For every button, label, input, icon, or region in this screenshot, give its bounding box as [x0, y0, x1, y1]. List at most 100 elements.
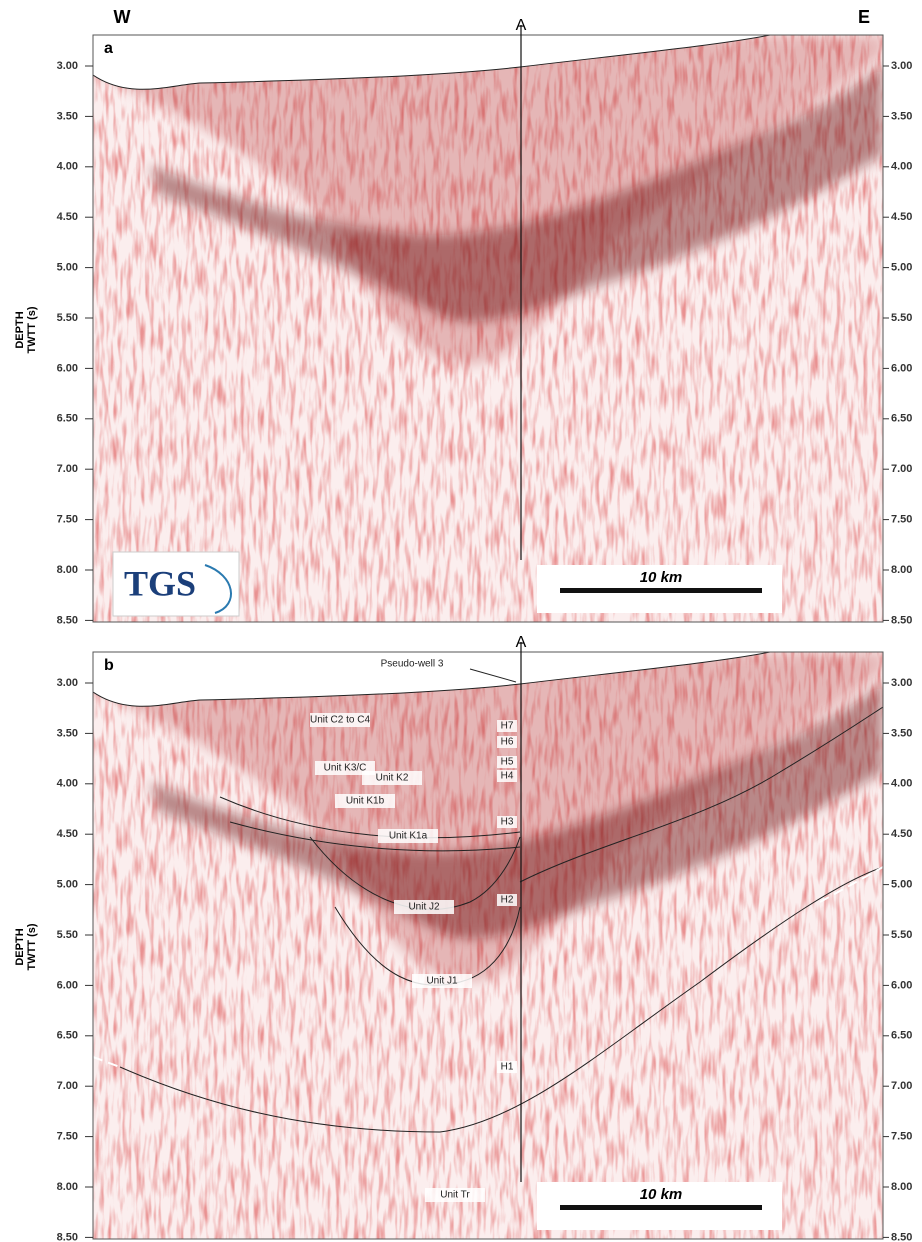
- y-tick-label: 4.00: [57, 161, 78, 173]
- dark-band: [150, 65, 883, 322]
- unit-bg: [425, 1188, 485, 1202]
- horizon-bg: [497, 894, 517, 906]
- y-tick-label: 5.50: [57, 929, 78, 941]
- axis-title: TWTT (s): [26, 306, 38, 353]
- above-seafloor: [93, 642, 883, 652]
- y-tick-label: 6.50: [57, 413, 78, 425]
- unit-bg: [335, 794, 395, 808]
- y-tick-label: 5.00: [57, 879, 78, 891]
- horizon-label: H6: [501, 737, 514, 748]
- unit-label: Unit K3/C: [324, 763, 367, 774]
- y-tick-label: 6.50: [57, 1030, 78, 1042]
- y2-tick-label: 5.00: [891, 262, 912, 274]
- horizon-line: [229, 821, 521, 852]
- y-tick-label: 8.50: [57, 1231, 78, 1242]
- horizon-bg: [497, 816, 517, 828]
- y2-tick-label: 8.00: [891, 1181, 912, 1193]
- y2-tick-label: 5.00: [891, 879, 912, 891]
- logo: TGS: [124, 563, 196, 603]
- seafloor: [93, 35, 771, 90]
- seafloor: [93, 652, 771, 707]
- y-tick-label: 7.50: [57, 514, 78, 526]
- y-tick-label: 5.50: [57, 312, 78, 324]
- unit-bg: [394, 900, 454, 914]
- horizon-line: [519, 706, 883, 883]
- well-label: Pseudo-well 3: [381, 659, 444, 670]
- unit-bg: [378, 829, 438, 843]
- horizon-label: H4: [501, 771, 514, 782]
- y-tick-label: 3.50: [57, 727, 78, 739]
- logo-arc: [204, 564, 232, 614]
- unit-label: Unit K2: [376, 773, 409, 784]
- y-tick-label: 7.00: [57, 1080, 78, 1092]
- logo-box: [112, 551, 240, 617]
- horizon-label: H3: [501, 817, 514, 828]
- y-tick-label: 3.00: [57, 60, 78, 72]
- scale-label: 10 km: [640, 1186, 683, 1203]
- unit-label: Unit J2: [408, 902, 440, 913]
- unit-bg: [315, 761, 375, 775]
- west-label: W: [114, 7, 131, 27]
- scale-label: 10 km: [640, 569, 683, 586]
- y2-tick-label: 3.50: [891, 727, 912, 739]
- y-tick-label: 7.50: [57, 1131, 78, 1143]
- unit-bg: [310, 713, 370, 727]
- scale-bar: [560, 1205, 762, 1210]
- unit-label: Unit Tr: [440, 1190, 470, 1201]
- y2-tick-label: 4.00: [891, 161, 912, 173]
- horizon-bg: [497, 736, 517, 748]
- section: [93, 642, 883, 1239]
- y2-tick-label: 6.50: [891, 413, 912, 425]
- y2-tick-label: 3.50: [891, 110, 912, 122]
- unit-bg: [412, 974, 472, 988]
- y2-tick-label: 8.50: [891, 1231, 912, 1242]
- axis-title: TWTT (s): [26, 923, 38, 970]
- panel-label: b: [104, 657, 114, 674]
- axis-title: DEPTH: [14, 928, 26, 965]
- y-tick-label: 8.50: [57, 614, 78, 626]
- y2-tick-label: 7.50: [891, 514, 912, 526]
- y2-tick-label: 4.50: [891, 828, 912, 840]
- y2-tick-label: 4.00: [891, 778, 912, 790]
- y2-tick-label: 7.50: [891, 1131, 912, 1143]
- y-tick-label: 4.00: [57, 778, 78, 790]
- above-seafloor: [93, 25, 883, 35]
- horizon-label: H1: [501, 1062, 514, 1073]
- y2-tick-label: 3.00: [891, 677, 912, 689]
- frame: [92, 651, 884, 1240]
- unit-bg: [362, 771, 422, 785]
- y-tick-label: 8.00: [57, 564, 78, 576]
- horizon-bg: [497, 720, 517, 732]
- y2-tick-label: 3.00: [891, 60, 912, 72]
- unit-label: Unit K1b: [346, 796, 385, 807]
- horizon-bg: [497, 756, 517, 768]
- horizon-line: [219, 796, 521, 839]
- frame: [92, 34, 884, 623]
- sky: [93, 652, 770, 707]
- y-tick-label: 6.00: [57, 362, 78, 374]
- y2-tick-label: 8.00: [891, 564, 912, 576]
- well-marker: A: [516, 17, 527, 34]
- east-label: E: [858, 7, 870, 27]
- y-tick-label: 6.00: [57, 979, 78, 991]
- horizon-bg: [497, 770, 517, 782]
- horizon-line: [119, 866, 883, 1133]
- unit-label: Unit C2 to C4: [310, 715, 370, 726]
- y2-tick-label: 8.50: [891, 614, 912, 626]
- well-pointer: [469, 668, 517, 683]
- y2-tick-label: 7.00: [891, 1080, 912, 1092]
- unit-label: Unit J1: [426, 976, 458, 987]
- y2-tick-label: 7.00: [891, 463, 912, 475]
- scale-bar: [560, 588, 762, 593]
- well-marker: A: [516, 634, 527, 651]
- section: [93, 25, 883, 622]
- y-tick-label: 5.00: [57, 262, 78, 274]
- horizon-label: H7: [501, 721, 514, 732]
- panel-label: a: [104, 40, 113, 57]
- y2-tick-label: 4.50: [891, 211, 912, 223]
- dark-band: [150, 682, 883, 939]
- horizon-bg: [497, 1061, 517, 1073]
- y2-tick-label: 5.50: [891, 929, 912, 941]
- axis-title: DEPTH: [14, 311, 26, 348]
